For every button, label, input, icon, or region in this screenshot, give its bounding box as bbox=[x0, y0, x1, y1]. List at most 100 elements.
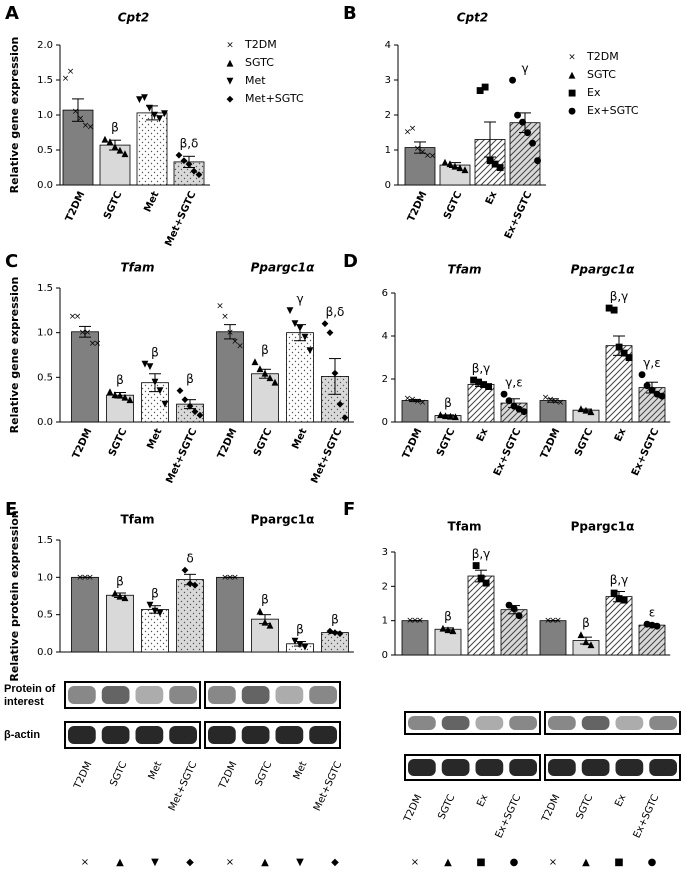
error-bar bbox=[508, 398, 520, 408]
y-tick-label: 1.0 bbox=[37, 572, 53, 583]
data-point: ▲ bbox=[447, 411, 454, 421]
legend-label: Met bbox=[245, 74, 266, 87]
data-point: × bbox=[557, 398, 565, 408]
data-point: ■ bbox=[481, 83, 490, 93]
data-point: ▲ bbox=[117, 592, 124, 602]
legend-label: T2DM bbox=[586, 50, 619, 63]
data-point: ▼ bbox=[152, 377, 159, 387]
blot-band bbox=[208, 686, 236, 704]
data-point: ▼ bbox=[157, 386, 164, 396]
data-point: × bbox=[424, 151, 432, 161]
blot-frame bbox=[544, 711, 681, 735]
data-point: ◆ bbox=[187, 401, 194, 411]
error-bar bbox=[449, 162, 461, 168]
bar bbox=[539, 620, 567, 656]
data-point: ◆ bbox=[192, 407, 199, 417]
group-title: Ppargc1α bbox=[251, 513, 315, 527]
data-point: × bbox=[62, 74, 70, 84]
error-bar bbox=[114, 592, 126, 598]
data-point: ● bbox=[643, 620, 651, 630]
data-point: ● bbox=[500, 390, 508, 400]
x-tick-label: T2DM bbox=[402, 793, 425, 825]
y-tick-label: 1.0 bbox=[37, 110, 53, 121]
data-point: × bbox=[544, 616, 552, 626]
data-point: × bbox=[416, 616, 424, 626]
data-point: ■ bbox=[477, 573, 486, 583]
y-tick-label: 0.5 bbox=[37, 610, 53, 621]
error-bar bbox=[442, 627, 454, 632]
legend-marker: ● bbox=[568, 107, 576, 117]
data-point: ▲ bbox=[445, 625, 452, 635]
data-point: ◆ bbox=[332, 628, 339, 638]
y-tick-label: 2 bbox=[382, 374, 388, 385]
data-point: ■ bbox=[484, 382, 493, 392]
data-point: ■ bbox=[620, 596, 629, 606]
significance-label: γ,ε bbox=[505, 376, 522, 390]
data-point: ● bbox=[520, 407, 528, 417]
data-point: × bbox=[84, 328, 92, 338]
legend-marker: ■ bbox=[568, 89, 577, 99]
category-marker: ▲ bbox=[116, 857, 124, 868]
category-marker: ◆ bbox=[331, 857, 339, 868]
legend-marker: × bbox=[568, 53, 576, 63]
x-tick-label: T2DM bbox=[401, 427, 425, 461]
bar bbox=[500, 609, 528, 656]
data-point: ■ bbox=[476, 86, 485, 96]
data-point: ▼ bbox=[142, 359, 149, 369]
blot-band bbox=[241, 726, 270, 744]
x-tick-label: Ex bbox=[613, 793, 628, 809]
x-tick-label: T2DM bbox=[539, 427, 563, 461]
group-title: Tfam bbox=[120, 261, 154, 275]
data-point: ▼ bbox=[292, 636, 299, 646]
y-tick-label: 2 bbox=[385, 110, 391, 121]
blot-band bbox=[548, 716, 576, 730]
data-point: ▲ bbox=[583, 637, 590, 647]
x-tick-label: SGTC bbox=[102, 190, 124, 221]
group-title: Ppargc1α bbox=[571, 263, 635, 277]
data-point: × bbox=[81, 573, 89, 583]
x-tick-label: T2DM bbox=[72, 760, 95, 792]
data-point: ◆ bbox=[342, 413, 349, 423]
data-point: ■ bbox=[491, 160, 500, 170]
data-point: × bbox=[221, 312, 229, 322]
bar bbox=[286, 332, 314, 423]
legend-marker: ▼ bbox=[227, 77, 234, 87]
data-point: ■ bbox=[479, 380, 488, 390]
data-point: ● bbox=[648, 385, 656, 395]
group-title: Ppargc1α bbox=[571, 520, 635, 534]
significance-label: β,γ bbox=[472, 362, 491, 376]
y-axis-label: Relative protein expression bbox=[8, 510, 21, 681]
error-bar bbox=[508, 605, 520, 615]
bar bbox=[216, 331, 244, 423]
blot-band bbox=[408, 759, 436, 776]
data-point: ■ bbox=[620, 349, 629, 359]
data-point: ▲ bbox=[440, 624, 447, 634]
blot-band bbox=[68, 726, 96, 744]
error-bar bbox=[184, 573, 196, 586]
data-point: × bbox=[72, 107, 80, 117]
data-point: × bbox=[409, 124, 417, 134]
significance-label: β,δ bbox=[326, 305, 345, 319]
y-tick-label: 2 bbox=[382, 581, 388, 592]
data-point: ● bbox=[510, 401, 518, 411]
error-bar bbox=[259, 614, 271, 625]
data-point: ▲ bbox=[257, 364, 264, 374]
data-point: × bbox=[74, 312, 82, 322]
panel-letter: A bbox=[5, 3, 19, 24]
data-point: ● bbox=[658, 392, 666, 402]
error-bar bbox=[183, 155, 195, 168]
data-point: ▼ bbox=[307, 346, 314, 356]
category-marker: × bbox=[81, 857, 89, 868]
blot-band bbox=[309, 726, 337, 744]
data-point: ■ bbox=[469, 376, 478, 386]
x-tick-label: Ex+SGTC bbox=[503, 190, 535, 241]
group-title: Tfam bbox=[120, 513, 154, 527]
data-point: ▲ bbox=[272, 377, 279, 387]
data-point: × bbox=[221, 573, 229, 583]
y-tick-label: 0 bbox=[385, 180, 391, 191]
data-point: ▼ bbox=[292, 319, 299, 329]
data-point: ▲ bbox=[267, 373, 274, 383]
y-tick-label: 1.5 bbox=[37, 75, 53, 86]
data-point: ▲ bbox=[578, 630, 585, 640]
data-point: ◆ bbox=[176, 150, 183, 160]
